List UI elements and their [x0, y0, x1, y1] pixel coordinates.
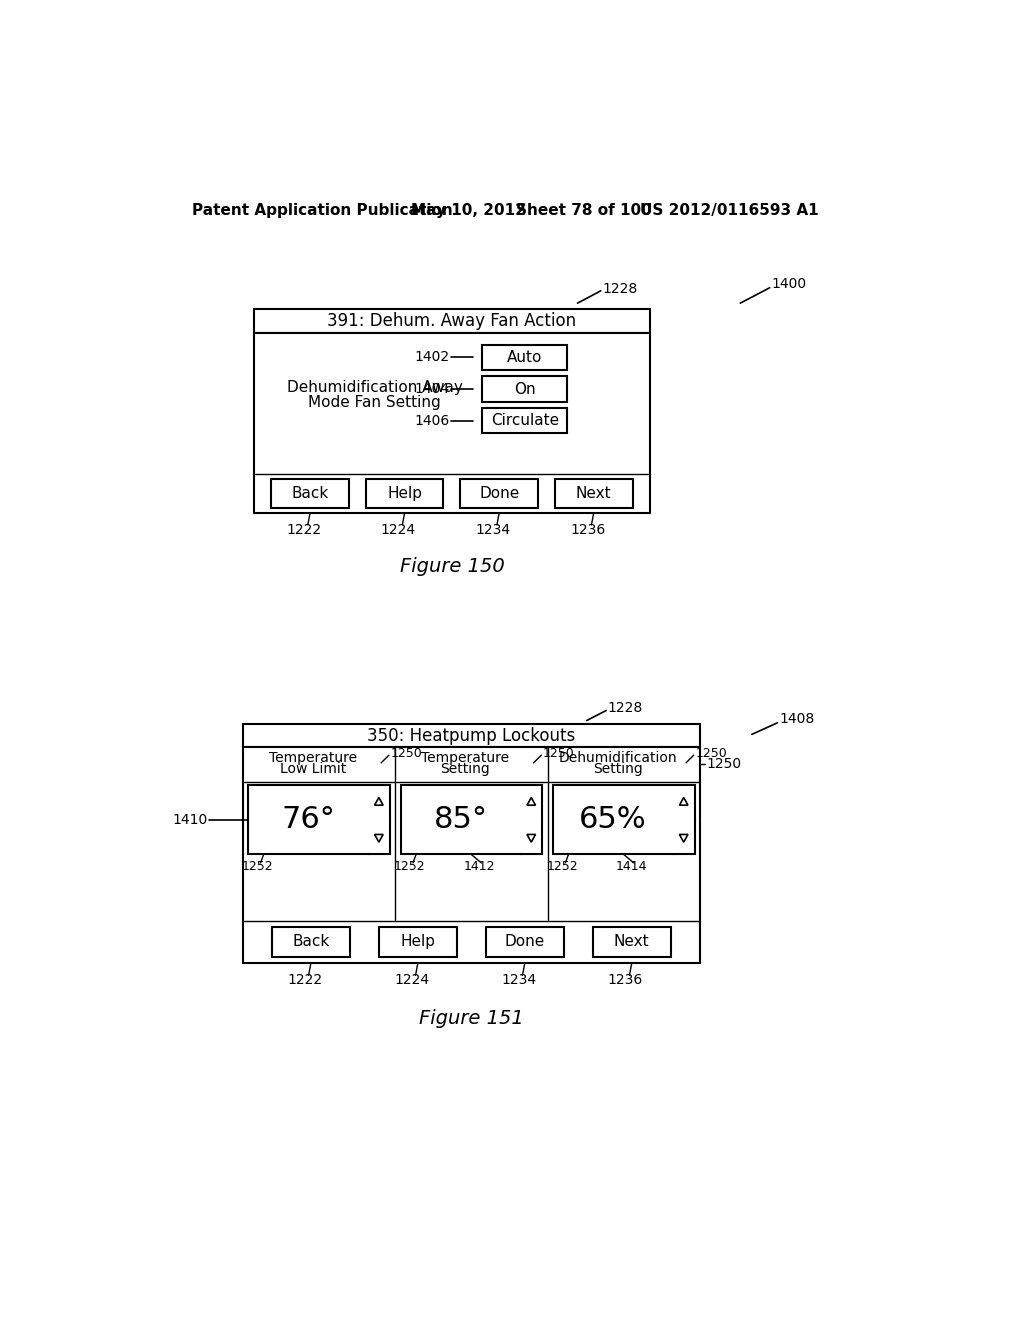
Text: Next: Next — [575, 486, 611, 500]
Text: 1414: 1414 — [615, 861, 647, 874]
Text: 1250: 1250 — [390, 747, 422, 760]
Bar — [400, 785, 542, 854]
Text: 350: Heatpump Lockouts: 350: Heatpump Lockouts — [368, 727, 575, 744]
Bar — [555, 479, 633, 508]
Text: 1400: 1400 — [771, 277, 806, 290]
Text: Auto: Auto — [507, 350, 543, 364]
Text: 1228: 1228 — [602, 282, 638, 296]
Text: Dehumidification: Dehumidification — [558, 751, 677, 766]
Bar — [366, 479, 443, 508]
Text: Setting: Setting — [440, 762, 490, 776]
Text: Next: Next — [614, 935, 649, 949]
Text: 1402: 1402 — [415, 350, 450, 364]
Text: 1252: 1252 — [547, 861, 579, 874]
Text: Done: Done — [479, 486, 519, 500]
Bar — [482, 376, 567, 401]
Text: 1236: 1236 — [608, 973, 643, 987]
Text: Back: Back — [292, 486, 329, 500]
Text: Help: Help — [400, 935, 435, 949]
Text: 1250: 1250 — [543, 747, 574, 760]
Text: 1408: 1408 — [779, 711, 814, 726]
Bar — [379, 927, 457, 957]
Text: Figure 150: Figure 150 — [399, 557, 505, 576]
Bar — [271, 479, 349, 508]
Text: 1250: 1250 — [695, 747, 727, 760]
Text: 1222: 1222 — [287, 973, 323, 987]
Text: 1222: 1222 — [287, 523, 322, 536]
Text: Low Limit: Low Limit — [280, 762, 346, 776]
Text: 1252: 1252 — [394, 861, 426, 874]
Bar — [243, 725, 700, 747]
Text: 76°: 76° — [282, 805, 335, 834]
Text: 1234: 1234 — [475, 523, 511, 536]
Text: 1404: 1404 — [415, 381, 450, 396]
Bar — [486, 927, 563, 957]
Bar — [482, 408, 567, 433]
Text: Dehumidification Away: Dehumidification Away — [287, 380, 463, 395]
Bar — [593, 927, 671, 957]
Text: Setting: Setting — [593, 762, 642, 776]
Text: 1252: 1252 — [242, 861, 273, 874]
Bar — [254, 333, 649, 512]
Text: 1250: 1250 — [707, 758, 741, 771]
Text: 65%: 65% — [580, 805, 647, 834]
Text: Temperature: Temperature — [268, 751, 356, 766]
Text: Back: Back — [292, 935, 330, 949]
Text: Figure 151: Figure 151 — [419, 1008, 523, 1028]
Text: 1410: 1410 — [173, 813, 208, 826]
Text: Patent Application Publication: Patent Application Publication — [191, 203, 453, 218]
Text: On: On — [514, 381, 536, 396]
Bar — [553, 785, 694, 854]
Text: 1228: 1228 — [607, 701, 643, 715]
Bar — [254, 309, 649, 333]
Bar — [248, 785, 390, 854]
Text: Done: Done — [505, 935, 545, 949]
Text: 1234: 1234 — [501, 973, 537, 987]
Text: 391: Dehum. Away Fan Action: 391: Dehum. Away Fan Action — [328, 312, 577, 330]
Text: US 2012/0116593 A1: US 2012/0116593 A1 — [640, 203, 818, 218]
Bar — [482, 345, 567, 370]
Bar — [461, 479, 538, 508]
Text: Sheet 78 of 100: Sheet 78 of 100 — [515, 203, 651, 218]
Bar — [243, 747, 700, 964]
Text: 1236: 1236 — [570, 523, 605, 536]
Text: 1412: 1412 — [463, 861, 495, 874]
Text: Help: Help — [387, 486, 422, 500]
Text: May 10, 2012: May 10, 2012 — [411, 203, 525, 218]
Text: Temperature: Temperature — [421, 751, 509, 766]
Text: Mode Fan Setting: Mode Fan Setting — [308, 395, 440, 411]
Bar — [272, 927, 349, 957]
Text: 1224: 1224 — [394, 973, 429, 987]
Text: 1406: 1406 — [415, 413, 450, 428]
Text: Circulate: Circulate — [490, 413, 559, 428]
Text: 1224: 1224 — [381, 523, 416, 536]
Text: 85°: 85° — [433, 805, 487, 834]
